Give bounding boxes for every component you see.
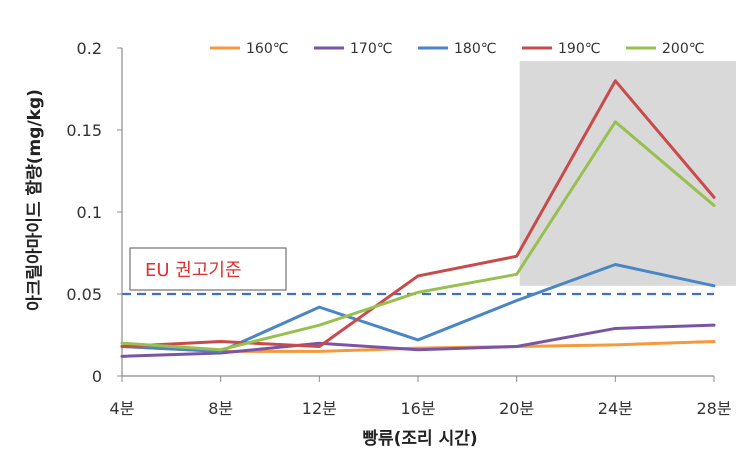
highlight-region-layer bbox=[519, 61, 736, 286]
y-tick-label: 0.15 bbox=[66, 121, 102, 140]
x-tick-label: 24분 bbox=[598, 399, 633, 418]
series-line-180℃ bbox=[120, 262, 716, 353]
legend-label: 170℃ bbox=[350, 41, 392, 57]
legend-label: 190℃ bbox=[558, 41, 600, 57]
annotation-frame bbox=[129, 247, 287, 291]
series-lines bbox=[120, 79, 716, 358]
x-tick-label: 12분 bbox=[302, 399, 337, 418]
x-tick-label: 28분 bbox=[696, 399, 731, 418]
x-tick-label: 4분 bbox=[110, 399, 135, 418]
series-line-200℃ bbox=[120, 120, 716, 352]
x-tick-label: 16분 bbox=[400, 399, 435, 418]
legend-label: 180℃ bbox=[454, 41, 496, 57]
y-axis-title: 아크릴아마이드 함량(mg/kg) bbox=[24, 89, 45, 311]
legend-label: 200℃ bbox=[662, 41, 704, 57]
y-tick-label: 0.05 bbox=[66, 285, 102, 304]
y-tick-label: 0 bbox=[92, 367, 102, 386]
axes: 0 0.05 0.1 0.15 0.2 4분 8분 12분 16분 20분 24분 28분 bbox=[66, 39, 731, 418]
annotation-label: EU 권고기준 bbox=[145, 260, 242, 281]
legend: 160℃ 170℃ 180℃ 190℃ 200℃ bbox=[210, 41, 704, 57]
annotation-box: EU 권고기준 bbox=[129, 247, 287, 291]
x-tick-label: 20분 bbox=[499, 399, 534, 418]
legend-label: 160℃ bbox=[246, 41, 288, 57]
y-tick-label: 0.1 bbox=[77, 203, 102, 222]
highlight-region bbox=[519, 61, 736, 286]
x-axis-title: 빵류(조리 시간) bbox=[362, 429, 477, 449]
series-line-170℃ bbox=[120, 323, 716, 358]
series-line-190℃ bbox=[120, 79, 716, 348]
x-tick-label: 8분 bbox=[208, 399, 233, 418]
y-tick-label: 0.2 bbox=[77, 39, 102, 58]
